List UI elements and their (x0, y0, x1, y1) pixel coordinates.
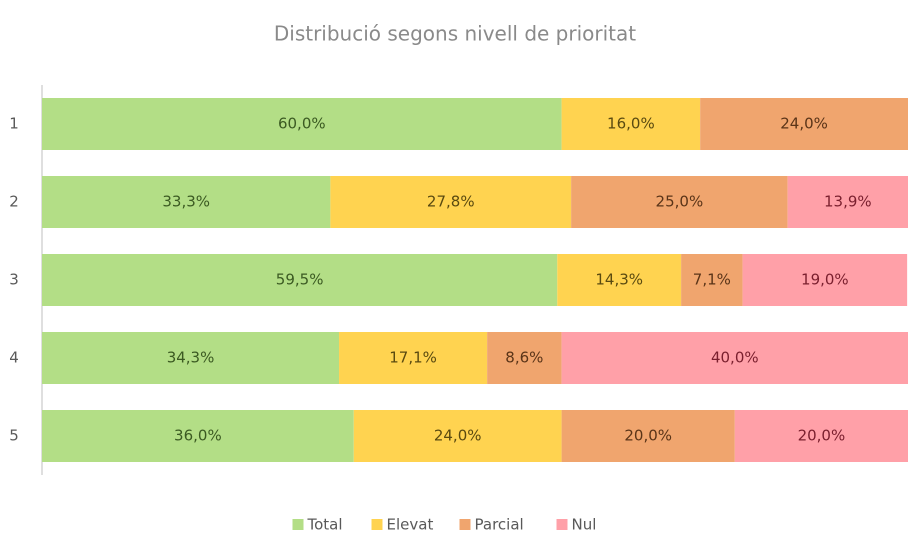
data-label: 7,1% (693, 271, 731, 289)
bar-segment (734, 410, 908, 462)
data-label: 13,9% (824, 193, 872, 211)
data-label: 34,3% (167, 349, 215, 367)
data-label: 40,0% (711, 349, 759, 367)
data-label: 59,5% (276, 271, 324, 289)
bar-segment (787, 176, 908, 228)
legend-label: Nul (572, 516, 597, 534)
y-tick-label: 4 (9, 349, 19, 367)
legend-label: Total (307, 516, 343, 534)
data-label: 33,3% (162, 193, 210, 211)
bar-segment (742, 254, 908, 306)
bar-segment (353, 410, 562, 462)
data-label: 27,8% (427, 193, 475, 211)
data-label: 14,3% (595, 271, 643, 289)
y-tick-label: 5 (9, 427, 19, 445)
bar-segment (330, 176, 572, 228)
legend-swatch (371, 519, 383, 530)
bar-segment (561, 410, 735, 462)
bar-segment (561, 332, 908, 384)
bar-segment (557, 254, 682, 306)
bar-segment (561, 98, 701, 150)
data-label: 17,1% (389, 349, 437, 367)
bar-segment (571, 176, 788, 228)
data-label: 24,0% (434, 427, 482, 445)
chart-title: Distribució segons nivell de prioritat (274, 22, 636, 46)
bar-segment (42, 254, 558, 306)
bar-segment (681, 254, 743, 306)
data-label: 36,0% (174, 427, 222, 445)
bar-segment (42, 410, 354, 462)
bar-segment (42, 98, 562, 150)
legend-label: Parcial (475, 516, 524, 534)
y-tick-label: 1 (9, 115, 19, 133)
bar-segment (487, 332, 562, 384)
data-label: 8,6% (505, 349, 543, 367)
data-label: 24,0% (780, 115, 828, 133)
bar-segment (42, 176, 331, 228)
data-label: 20,0% (798, 427, 846, 445)
data-label: 16,0% (607, 115, 655, 133)
data-label: 19,0% (801, 271, 849, 289)
y-tick-label: 3 (9, 271, 19, 289)
legend-label: Elevat (387, 516, 434, 534)
legend-swatch (459, 519, 471, 530)
data-label: 25,0% (656, 193, 704, 211)
y-tick-label: 2 (9, 193, 19, 211)
bar-segment (339, 332, 488, 384)
data-label: 20,0% (624, 427, 672, 445)
legend-swatch (292, 519, 304, 530)
legend-swatch (556, 519, 568, 530)
bar-segment (700, 98, 908, 150)
data-label: 60,0% (278, 115, 326, 133)
bar-segment (42, 332, 340, 384)
